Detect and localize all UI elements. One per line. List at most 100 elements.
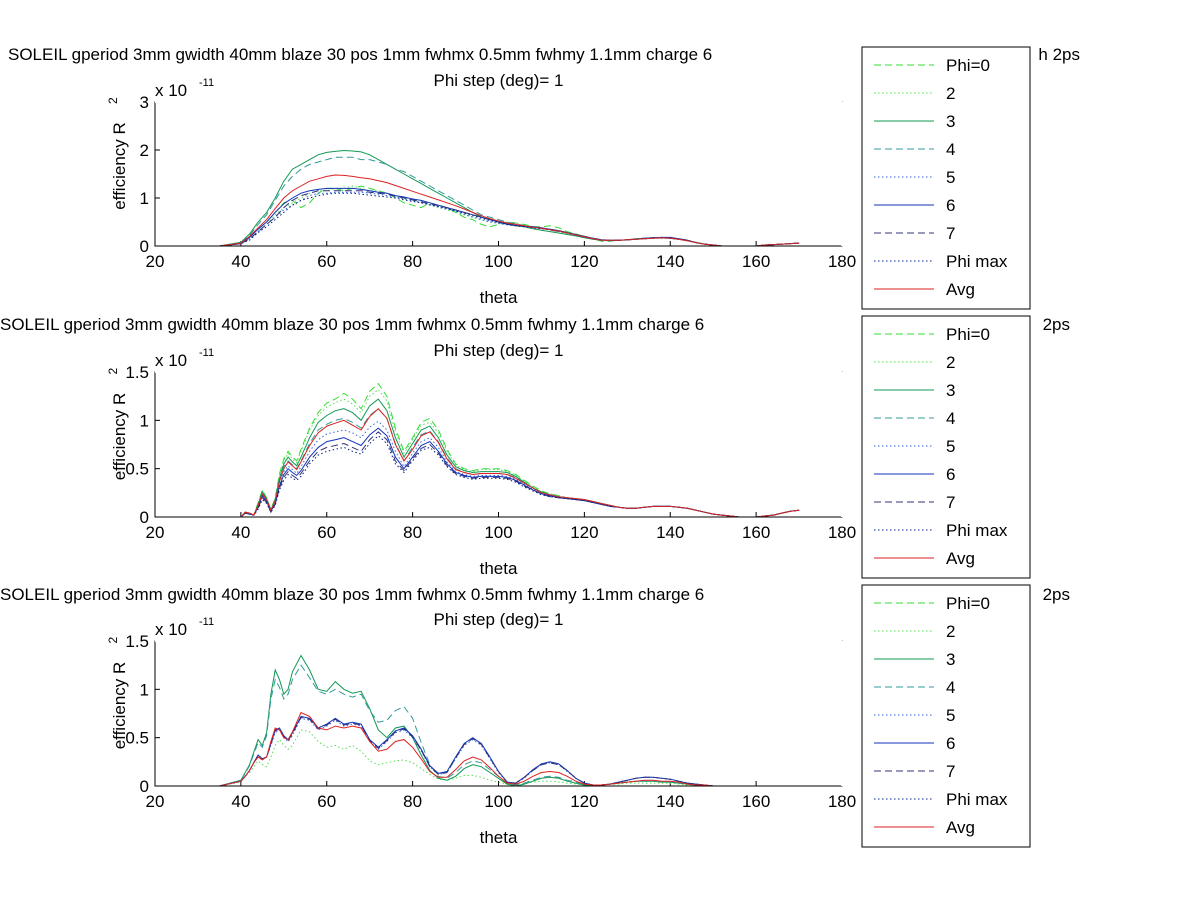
legend-entry: Avg — [946, 280, 975, 299]
y-axis-label-sup: 2 — [106, 97, 120, 104]
legend-box — [861, 315, 1031, 579]
series-line-2 — [197, 388, 800, 518]
y-scale-base: x 10 — [155, 620, 187, 639]
series-line-avg — [197, 174, 800, 247]
x-tick-label: 120 — [570, 523, 598, 542]
y-tick-label: 1.5 — [125, 363, 149, 382]
legend-entry: Phi max — [946, 790, 1008, 809]
y-scale-exponent: -11 — [199, 616, 214, 628]
y-axis-label-sup: 2 — [106, 637, 120, 644]
series-line-avg — [197, 711, 800, 787]
legend-entry: 4 — [946, 409, 955, 428]
y-tick-label: 0.5 — [125, 729, 149, 748]
plot-frame — [154, 640, 843, 787]
y-tick-label: 1 — [140, 411, 149, 430]
series-line-6 — [197, 715, 800, 787]
x-axis-label: theta — [480, 828, 518, 847]
series-line-7 — [197, 431, 800, 518]
legend-entry: Avg — [946, 549, 975, 568]
y-tick-label: 3 — [140, 93, 149, 112]
y-tick-label: 1.5 — [125, 632, 149, 651]
y-tick-label: 0 — [140, 237, 149, 256]
series-line-6 — [197, 427, 800, 518]
x-axis-label: theta — [480, 559, 518, 578]
legend-entry: 6 — [946, 196, 955, 215]
legend-entry: 3 — [946, 650, 955, 669]
x-tick-label: 80 — [403, 523, 422, 542]
series-line-3 — [197, 654, 800, 787]
x-tick-label: 180 — [828, 252, 856, 271]
x-tick-label: 140 — [656, 792, 684, 811]
x-tick-label: 160 — [742, 523, 770, 542]
x-tick-label: 160 — [742, 792, 770, 811]
x-tick-label: 20 — [146, 523, 165, 542]
x-tick-label: 60 — [317, 252, 336, 271]
series-line-4 — [197, 664, 800, 787]
x-tick-label: 20 — [146, 792, 165, 811]
legend-entry: 6 — [946, 465, 955, 484]
legend-entry: 2 — [946, 84, 955, 103]
series-line-4 — [197, 156, 800, 247]
x-tick-label: 180 — [828, 523, 856, 542]
legend-entry: 4 — [946, 140, 955, 159]
x-tick-label: 60 — [317, 792, 336, 811]
y-tick-label: 2 — [140, 141, 149, 160]
x-tick-label: 140 — [656, 523, 684, 542]
y-scale-exponent: -11 — [199, 77, 214, 89]
legend-entry: 3 — [946, 112, 955, 131]
chart-title-tail: 2ps — [1043, 315, 1070, 334]
x-tick-label: 100 — [484, 523, 512, 542]
x-tick-label: 100 — [484, 792, 512, 811]
legend-entry: 2 — [946, 353, 955, 372]
y-tick-label: 0 — [140, 777, 149, 796]
x-tick-label: 180 — [828, 792, 856, 811]
chart-title-tail: 2ps — [1043, 585, 1070, 604]
legend-box — [861, 584, 1031, 848]
series-line-7 — [197, 716, 800, 787]
legend-entry: Phi=0 — [946, 325, 990, 344]
legend-entry: 3 — [946, 381, 955, 400]
legend-entry: 6 — [946, 734, 955, 753]
y-scale-base: x 10 — [155, 351, 187, 370]
chart-subtitle: Phi step (deg)= 1 — [434, 610, 564, 629]
y-tick-label: 0 — [140, 508, 149, 527]
x-axis-label: theta — [480, 288, 518, 307]
chart-subtitle: Phi step (deg)= 1 — [434, 341, 564, 360]
series-line-phi-max — [197, 192, 800, 247]
legend-entry: 7 — [946, 224, 955, 243]
x-tick-label: 160 — [742, 252, 770, 271]
legend-entry: 5 — [946, 168, 955, 187]
y-tick-label: 1 — [140, 189, 149, 208]
legend-entry: Phi max — [946, 252, 1008, 271]
x-tick-label: 60 — [317, 523, 336, 542]
series-line-phi-0 — [197, 382, 800, 518]
x-tick-label: 120 — [570, 252, 598, 271]
legend-entry: 4 — [946, 678, 955, 697]
legend-entry: Phi max — [946, 521, 1008, 540]
series-line-phi-0 — [197, 185, 800, 247]
y-tick-label: 0.5 — [125, 460, 149, 479]
x-tick-label: 80 — [403, 792, 422, 811]
legend-entry: 7 — [946, 762, 955, 781]
chart-title-tail: h 2ps — [1038, 45, 1080, 64]
series-line-2 — [197, 729, 800, 787]
x-tick-label: 40 — [231, 252, 250, 271]
x-tick-label: 120 — [570, 792, 598, 811]
series-line-3 — [197, 398, 800, 518]
chart-title: SOLEIL gperiod 3mm gwidth 40mm blaze 30 … — [0, 315, 704, 334]
x-tick-label: 40 — [231, 792, 250, 811]
series-line-3 — [197, 149, 800, 247]
x-tick-label: 40 — [231, 523, 250, 542]
y-axis-label: efficiency R — [110, 662, 129, 750]
series-line-7 — [197, 190, 800, 247]
chart-subtitle: Phi step (deg)= 1 — [434, 71, 564, 90]
chart-title: SOLEIL gperiod 3mm gwidth 40mm blaze 30 … — [8, 45, 712, 64]
x-tick-label: 80 — [403, 252, 422, 271]
legend-entry: Avg — [946, 818, 975, 837]
legend-entry: Phi=0 — [946, 56, 990, 75]
y-scale-base: x 10 — [155, 81, 187, 100]
x-tick-label: 100 — [484, 252, 512, 271]
y-axis-label-sup: 2 — [106, 368, 120, 375]
y-tick-label: 1 — [140, 680, 149, 699]
legend-box — [861, 46, 1031, 310]
